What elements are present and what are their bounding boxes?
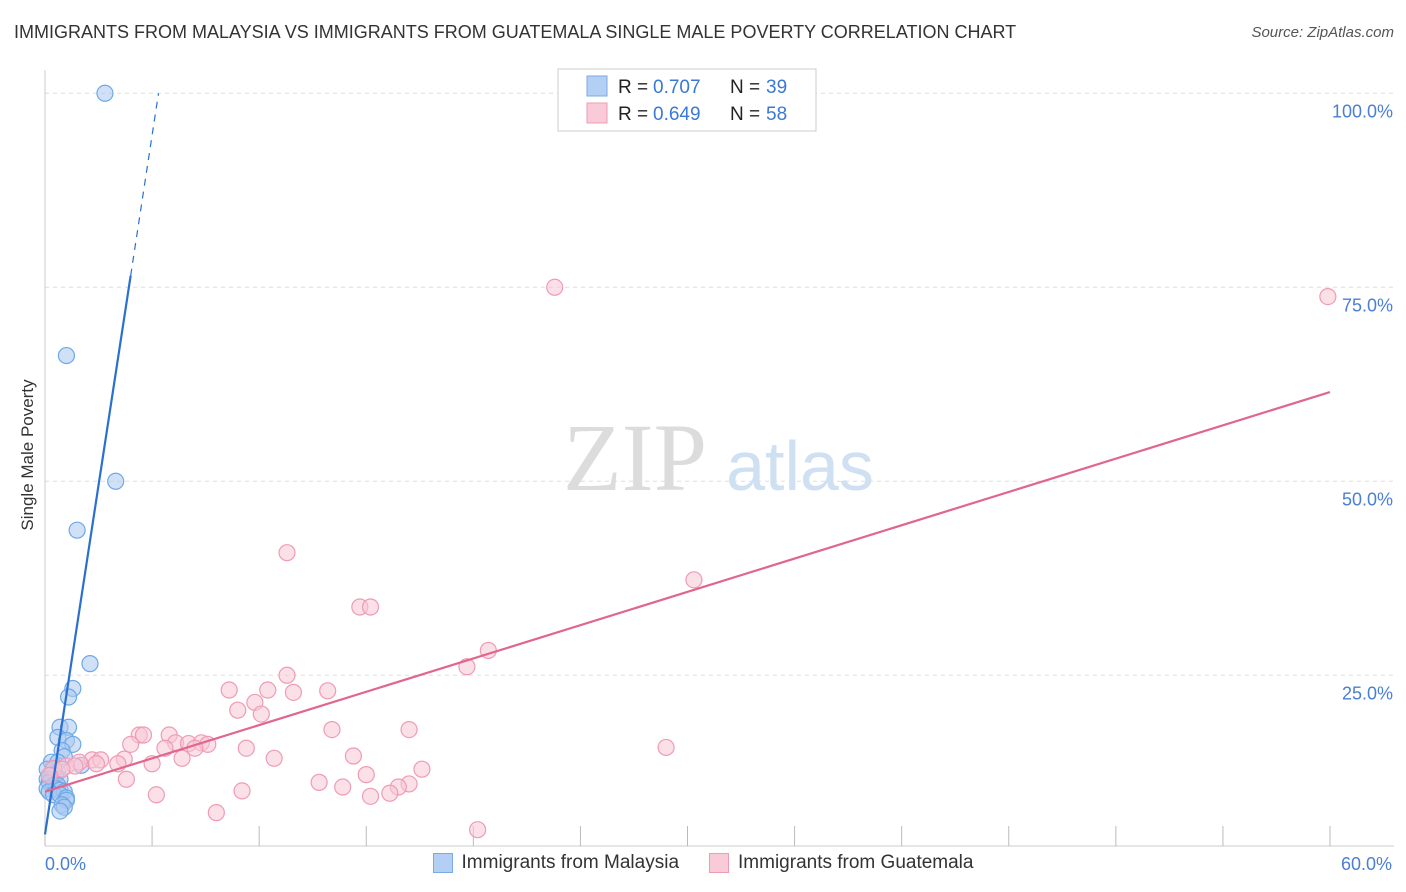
- guatemala-point: [252, 705, 270, 723]
- stats-legend-swatch-guatemala: [586, 102, 608, 124]
- watermark-zip: ZIP: [563, 404, 707, 511]
- y-tick-label-50: 50.0%: [1342, 489, 1393, 509]
- guatemala-point: [134, 726, 153, 744]
- guatemala-point: [117, 770, 135, 788]
- stats-legend-n-label-guatemala: N =: [730, 104, 765, 125]
- legend-swatch-malaysia: [432, 853, 453, 873]
- trend-lines: [43, 93, 1331, 835]
- trend-line-malaysia: [43, 275, 132, 835]
- guatemala-point: [1319, 287, 1337, 306]
- trend-line-guatemala: [44, 390, 1331, 793]
- malaysia-point: [68, 521, 86, 539]
- guatemala-point: [361, 787, 380, 805]
- guatemala-point: [122, 735, 140, 753]
- guatemala-point: [229, 701, 247, 719]
- watermark: ZIP atlas: [563, 404, 874, 511]
- guatemala-point: [357, 766, 375, 784]
- x-tick-labels: 0.0% 60.0%: [45, 854, 1392, 874]
- guatemala-point: [310, 773, 328, 791]
- guatemala-point: [361, 598, 380, 616]
- guatemala-point: [323, 720, 341, 739]
- guatemala-point: [173, 749, 191, 767]
- axes: [44, 70, 1394, 847]
- guatemala-point: [259, 681, 277, 699]
- guatemala-point: [284, 683, 303, 701]
- stats-legend-n-value-malaysia: 39: [766, 77, 787, 98]
- guatemala-point: [237, 739, 255, 757]
- guatemala-point: [87, 755, 106, 773]
- stats-legend-r-label-malaysia: R =: [618, 77, 653, 98]
- stats-legend-n-value-guatemala: 58: [766, 104, 787, 125]
- legend-label-malaysia: Immigrants from Malaysia: [461, 852, 680, 873]
- watermark-atlas: atlas: [726, 427, 874, 505]
- malaysia-point: [81, 655, 99, 673]
- stats-legend-r-label-guatemala: R =: [618, 104, 653, 125]
- y-tick-labels: 25.0% 50.0% 75.0% 100.0%: [1332, 101, 1393, 703]
- series-legend: Immigrants from Malaysia Immigrants from…: [0, 852, 1406, 874]
- guatemala-point: [413, 760, 431, 778]
- guatemala-point: [381, 784, 399, 802]
- guatemala-point: [220, 681, 238, 699]
- x-ticks: [44, 826, 1331, 846]
- source-label: Source: ZipAtlas.com: [1251, 24, 1394, 41]
- guatemala-point: [147, 786, 165, 804]
- series-guatemala: [40, 278, 1337, 839]
- guatemala-point: [207, 804, 225, 822]
- guatemala-point: [278, 544, 296, 562]
- chart-title: IMMIGRANTS FROM MALAYSIA VS IMMIGRANTS F…: [14, 22, 1017, 42]
- guatemala-point: [685, 571, 703, 589]
- legend-swatch-guatemala: [709, 853, 730, 873]
- guatemala-point: [278, 666, 296, 684]
- y-tick-label-75: 75.0%: [1342, 295, 1393, 315]
- guatemala-point: [319, 682, 337, 700]
- y-tick-label-100: 100.0%: [1332, 101, 1393, 121]
- guatemala-point: [334, 778, 352, 796]
- guatemala-point: [546, 278, 564, 296]
- guatemala-point: [344, 747, 362, 765]
- legend-label-guatemala: Immigrants from Guatemala: [738, 852, 974, 873]
- guatemala-point: [233, 782, 251, 800]
- malaysia-point: [59, 688, 78, 706]
- guatemala-point: [657, 738, 675, 757]
- x-tick-label-max: 60.0%: [1341, 854, 1392, 874]
- y-tick-label-25: 25.0%: [1342, 683, 1393, 703]
- guatemala-point: [469, 821, 487, 839]
- malaysia-point: [107, 472, 125, 490]
- guatemala-point: [400, 720, 418, 739]
- trend-line-malaysia-extension: [130, 93, 160, 276]
- legend-item-guatemala: Immigrants from Guatemala: [709, 852, 973, 874]
- malaysia-point: [57, 346, 76, 365]
- malaysia-point: [51, 802, 69, 820]
- stats-legend-r-value-malaysia: 0.707: [653, 77, 701, 98]
- malaysia-point: [96, 84, 114, 102]
- x-tick-label-min: 0.0%: [45, 854, 86, 874]
- stats-legend-n-label-malaysia: N =: [730, 77, 765, 98]
- series-malaysia: [38, 84, 125, 820]
- stats-legend-r-value-guatemala: 0.649: [653, 104, 701, 125]
- stats-legend-swatch-malaysia: [586, 75, 608, 97]
- guatemala-point: [265, 749, 283, 767]
- legend-item-malaysia: Immigrants from Malaysia: [432, 852, 680, 874]
- stats-legend: R = 0.707 N = 39 R = 0.649 N = 58: [557, 68, 817, 132]
- gridlines: [45, 92, 1394, 676]
